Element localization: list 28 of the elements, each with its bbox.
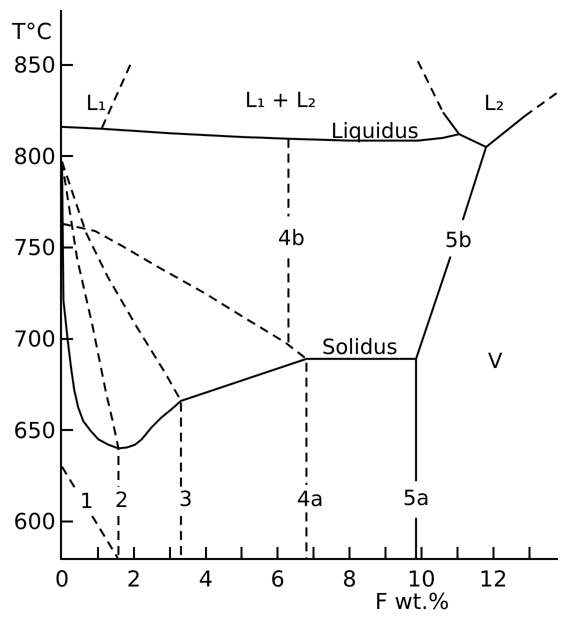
y-axis-title: T°C [11, 20, 52, 45]
x-tick-label: 12 [479, 567, 508, 592]
x-axis-title: F wt.% [375, 590, 450, 615]
annotation: 4a [297, 487, 324, 511]
x-tick-label: 2 [126, 567, 141, 592]
annotation: 5b [445, 228, 472, 252]
x-tick-label: 4 [198, 567, 213, 592]
x-tick-label: 0 [55, 567, 69, 592]
annotation: 5a [403, 486, 430, 510]
y-tick-label: 850 [14, 54, 56, 78]
x-tick-label: 8 [342, 567, 357, 592]
annotation: 3 [179, 487, 192, 511]
y-tick-label: 650 [14, 418, 56, 444]
y-tick-label: 800 [14, 144, 56, 170]
y-tick-label: 750 [14, 236, 56, 262]
annotation: 1 [80, 489, 94, 513]
x-tick-label: 6 [270, 567, 285, 592]
annotation: Liquidus [331, 119, 419, 143]
annotation: L₁ [86, 91, 106, 115]
annotation: 2 [115, 488, 128, 512]
y-tick-label: 600 [14, 510, 56, 536]
annotation: V [488, 349, 503, 373]
annotation: L₂ [484, 91, 504, 115]
annotation: L₁ + L₂ [245, 88, 316, 112]
annotation: 4b [278, 226, 305, 250]
x-tick-label: 10 [407, 567, 436, 592]
annotation: Solidus [322, 335, 398, 359]
y-tick-label: 700 [14, 328, 56, 352]
